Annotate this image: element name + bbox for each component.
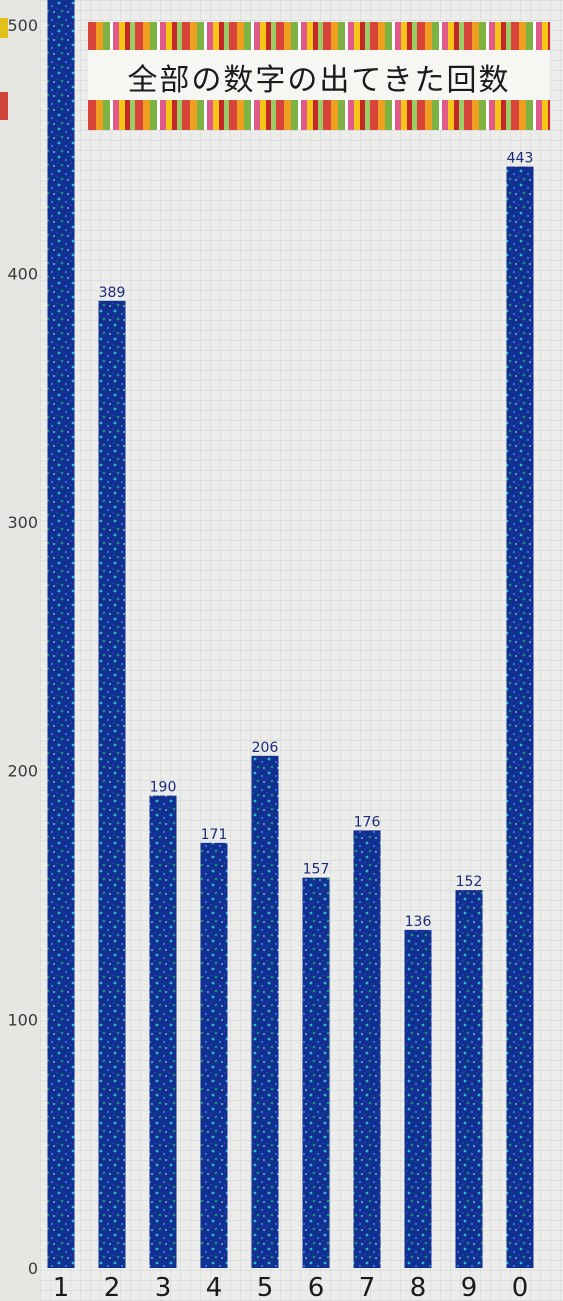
value-label-7: 176 <box>354 814 381 830</box>
edge-tape-yellow <box>0 18 8 38</box>
x-tick-4: 4 <box>206 1273 223 1301</box>
value-label-2: 389 <box>99 285 126 301</box>
value-label-3: 190 <box>150 780 177 796</box>
bar-0 <box>506 166 534 1268</box>
y-tick-100: 100 <box>7 1010 38 1029</box>
chart-title: 全部の数字の出てきた回数 <box>127 63 511 98</box>
x-tick-9: 9 <box>461 1273 478 1301</box>
value-label-8: 136 <box>405 914 432 930</box>
x-tick-3: 3 <box>155 1273 172 1301</box>
y-tick-400: 400 <box>7 264 38 283</box>
bar-5 <box>251 755 279 1268</box>
bar-8 <box>404 929 432 1268</box>
value-label-6: 157 <box>303 862 330 878</box>
x-tick-0: 0 <box>512 1273 529 1301</box>
value-label-5: 206 <box>252 740 279 756</box>
x-tick-5: 5 <box>257 1273 274 1301</box>
x-tick-7: 7 <box>359 1273 376 1301</box>
y-tick-200: 200 <box>7 762 38 781</box>
value-labels-group: 389 190 171 206 157 176 136 152 443 <box>99 151 534 930</box>
bar-7 <box>353 830 381 1268</box>
title-stripe-top <box>88 22 550 52</box>
bar-9 <box>455 890 483 1268</box>
y-tick-labels-group: 0 100 200 300 400 500 <box>7 16 38 1278</box>
y-tick-300: 300 <box>7 513 38 532</box>
x-tick-2: 2 <box>104 1273 121 1301</box>
bars-group <box>47 0 534 1268</box>
edge-tape-red <box>0 92 8 120</box>
value-label-9: 152 <box>456 874 483 890</box>
x-tick-6: 6 <box>308 1273 325 1301</box>
x-tick-labels-group: 1 2 3 4 5 6 7 8 9 0 <box>53 1273 529 1301</box>
title-panel: 全部の数字の出てきた回数 <box>88 50 550 104</box>
value-label-0: 443 <box>507 151 534 167</box>
y-tick-0: 0 <box>28 1259 38 1278</box>
left-margin <box>0 0 40 1301</box>
x-tick-1: 1 <box>53 1273 70 1301</box>
bar-6 <box>302 877 330 1268</box>
value-label-4: 171 <box>201 827 228 843</box>
title-stripe-bottom <box>88 100 550 130</box>
x-tick-8: 8 <box>410 1273 427 1301</box>
bar-1 <box>47 0 75 1268</box>
bar-4 <box>200 842 228 1268</box>
bar-3 <box>149 795 177 1268</box>
y-tick-500: 500 <box>7 16 38 35</box>
bar-2 <box>98 300 126 1268</box>
